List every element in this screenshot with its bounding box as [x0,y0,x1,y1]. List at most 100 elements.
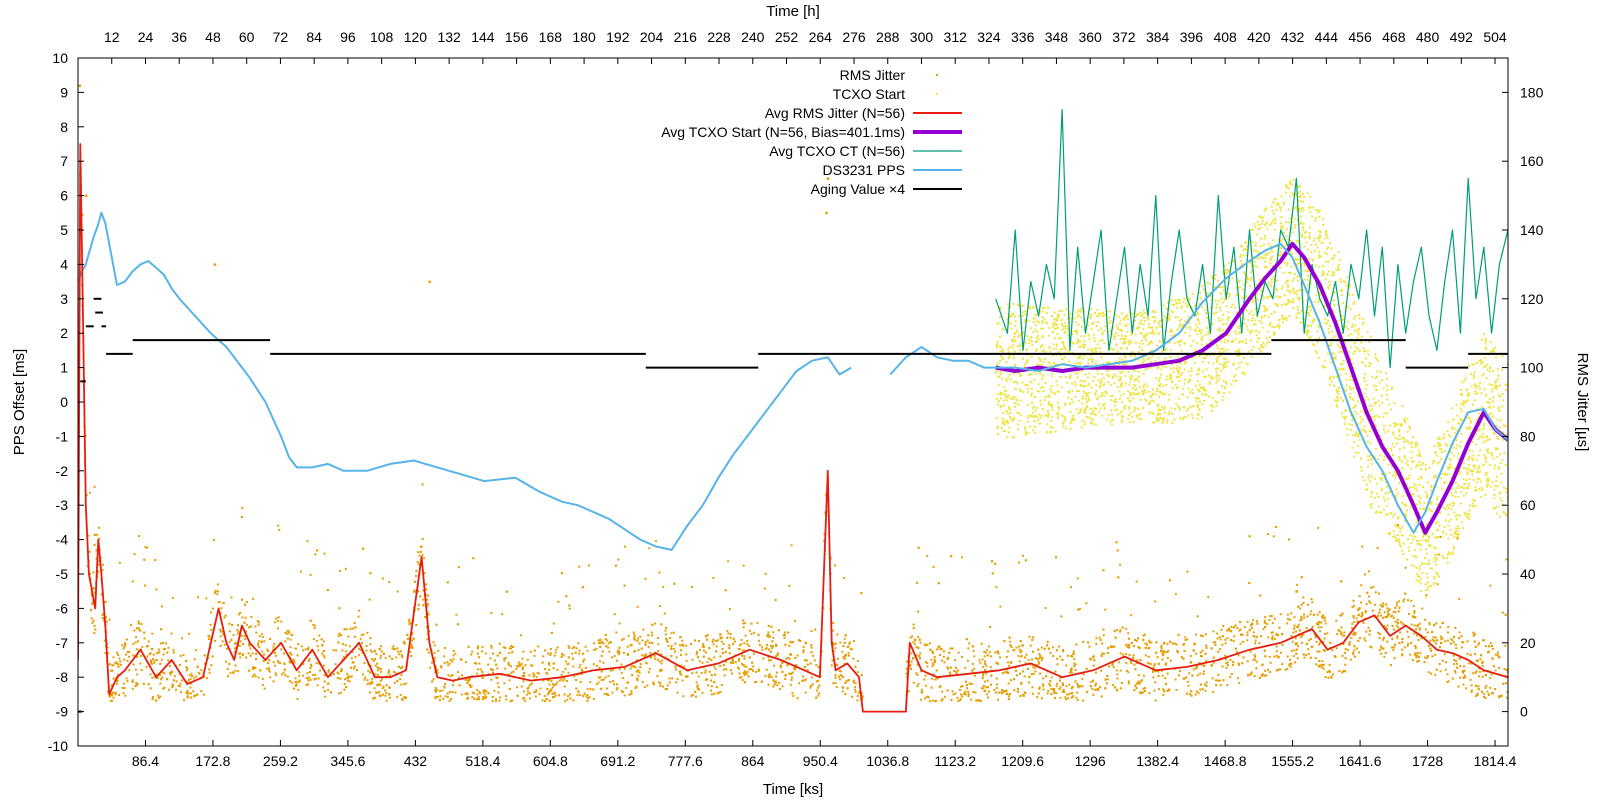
rms-jitter-dot [1386,640,1389,643]
tcxo-start-dot [1258,348,1261,351]
tcxo-start-dot [1227,334,1230,337]
tcxo-start-dot [1092,321,1095,324]
tcxo-start-dot [1354,433,1357,436]
tcxo-start-dot [1150,340,1153,343]
tcxo-start-dot [1352,387,1355,390]
tcxo-start-dot [1429,502,1432,505]
tcxo-start-dot [1127,318,1130,321]
rms-jitter-dot [1071,692,1074,695]
tcxo-start-dot [1249,330,1252,333]
rms-jitter-dot [382,685,385,688]
rms-jitter-dot [1196,615,1199,618]
rms-jitter-dot [1314,657,1317,660]
tcxo-start-dot [1241,288,1244,291]
rms-jitter-dot [845,679,848,682]
tcxo-start-dot [1201,393,1204,396]
tcxo-start-dot [1406,509,1409,512]
tcxo-start-dot [1144,389,1147,392]
rms-jitter-dot [1246,631,1249,634]
tcxo-start-dot [1497,374,1500,377]
tcxo-start-dot [1430,486,1433,489]
tcxo-start-dot [1216,379,1219,382]
tcxo-start-dot [1293,272,1296,275]
tcxo-start-dot [1373,477,1376,480]
rms-jitter-dot [1434,636,1437,639]
tcxo-start-dot [1271,220,1274,223]
tcxo-start-dot [1435,498,1438,501]
tcxo-start-dot [1007,394,1010,397]
tcxo-start-dot [1438,575,1441,578]
tcxo-start-dot [1420,563,1423,566]
tcxo-start-dot [1198,355,1201,358]
rms-jitter-dot [1301,641,1304,644]
rms-jitter-dot [360,634,363,637]
tcxo-start-dot [1448,520,1451,523]
tcxo-start-dot [1462,402,1465,405]
tcxo-start-dot [1404,457,1407,460]
rms-jitter-dot [774,655,777,658]
tcxo-start-dot [1393,513,1396,516]
tcxo-start-dot [1047,416,1050,419]
tcxo-start-dot [1074,372,1077,375]
tcxo-start-dot [1211,377,1214,380]
rms-jitter-dot [767,674,770,677]
tcxo-start-dot [1137,358,1140,361]
tcxo-start-dot [1292,193,1295,196]
tcxo-start-dot [1370,462,1373,465]
tcxo-start-dot [1201,403,1204,406]
tcxo-start-dot [1064,330,1067,333]
tcxo-start-dot [1101,384,1104,387]
tcxo-start-dot [1108,374,1111,377]
tcxo-start-dot [1119,394,1122,397]
tcxo-start-dot [1215,374,1218,377]
rms-jitter-dot [964,666,967,669]
tcxo-start-dot [1049,350,1052,353]
tcxo-start-dot [1371,375,1374,378]
tcxo-start-dot [1496,418,1499,421]
tcxo-start-dot [1047,395,1050,398]
tcxo-start-dot [1226,340,1229,343]
tcxo-start-dot [1351,397,1354,400]
tcxo-start-dot [1485,461,1488,464]
tcxo-start-dot [1134,319,1137,322]
tcxo-start-dot [1112,335,1115,338]
tcxo-start-dot [1404,513,1407,516]
tcxo-start-dot [1411,535,1414,538]
tcxo-start-dot [1504,425,1507,428]
tcxo-start-dot [1036,406,1039,409]
tcxo-start-dot [1322,264,1325,267]
rms-jitter-dot [552,622,555,625]
tcxo-start-dot [1258,278,1261,281]
tcxo-start-dot [1006,419,1009,422]
rms-jitter-dot [1417,639,1420,642]
rms-jitter-dot [433,644,436,647]
tcxo-start-dot [1087,384,1090,387]
tcxo-start-dot [1382,428,1385,431]
tcxo-start-dot [1318,240,1321,243]
tcxo-start-dot [1076,332,1079,335]
tcxo-start-dot [1498,453,1501,456]
tcxo-start-dot [1124,374,1127,377]
tcxo-start-dot [1211,404,1214,407]
tcxo-start-dot [1402,553,1405,556]
tcxo-start-dot [1425,463,1428,466]
tcxo-start-dot [1406,417,1409,420]
tcxo-start-dot [1122,342,1125,345]
tcxo-start-dot [1009,316,1012,319]
tcxo-start-dot [1347,334,1350,337]
tcxo-start-dot [1433,560,1436,563]
tcxo-start-dot [1093,337,1096,340]
tcxo-start-dot [1501,393,1504,396]
rms-jitter-dot [767,635,770,638]
rms-jitter-dot [281,673,284,676]
tcxo-start-dot [1035,372,1038,375]
rms-jitter-dot [1078,608,1081,611]
tcxo-start-dot [1391,465,1394,468]
rms-jitter-dot [336,677,339,680]
tcxo-start-dot [1100,327,1103,330]
tcxo-start-dot [1246,363,1249,366]
tcxo-start-dot [1303,318,1306,321]
tcxo-start-dot [1171,386,1174,389]
tcxo-start-dot [1386,447,1389,450]
rms-jitter-dot [1092,693,1095,696]
